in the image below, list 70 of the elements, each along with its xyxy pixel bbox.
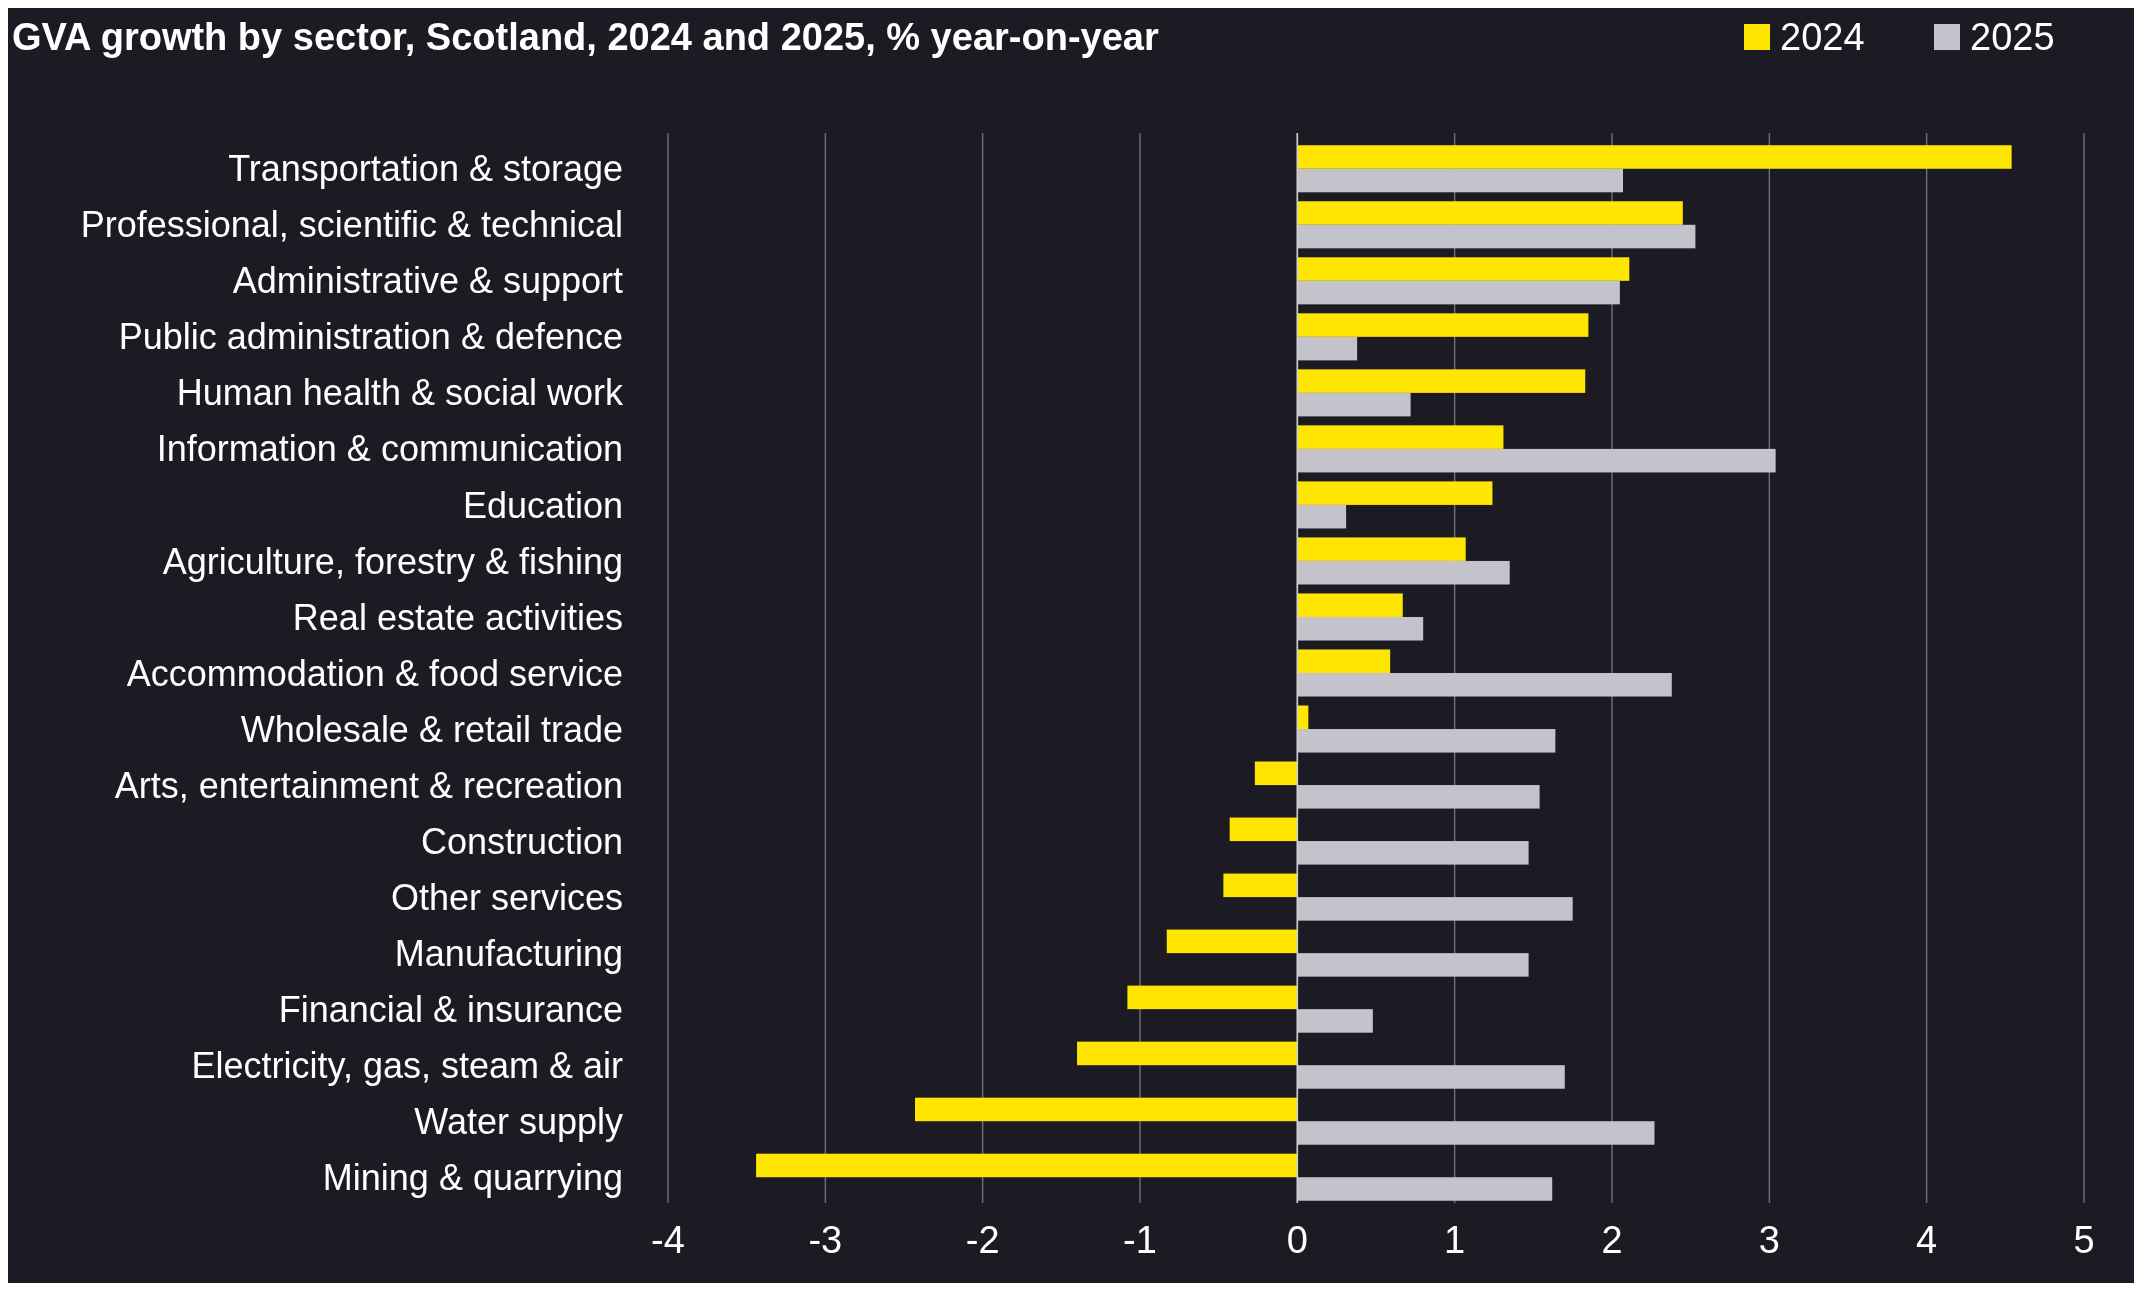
legend-label: 2025 — [1970, 16, 2055, 58]
bar — [1297, 1121, 1655, 1145]
x-tick-label: 3 — [1758, 1219, 1780, 1261]
bar — [1297, 953, 1529, 977]
bar — [1297, 649, 1391, 673]
bar — [1166, 929, 1298, 954]
x-tick-label: -1 — [1123, 1219, 1157, 1261]
y-tick-label: Public administration & defence — [118, 316, 623, 358]
x-tick-label: 1 — [1444, 1219, 1466, 1261]
y-tick-label: Electricity, gas, steam & air — [191, 1044, 623, 1086]
bar — [1297, 1177, 1553, 1201]
legend-label: 2024 — [1780, 16, 1865, 58]
y-tick-label: Administrative & support — [232, 260, 623, 302]
y-tick-label: Real estate activities — [292, 596, 623, 638]
bar — [1297, 392, 1411, 417]
x-tick-label: 0 — [1286, 1219, 1308, 1261]
bar — [1297, 673, 1672, 697]
bar — [1297, 257, 1630, 281]
x-tick-label: -4 — [651, 1219, 685, 1261]
bar — [1254, 761, 1298, 786]
x-tick-label: 2 — [1601, 1219, 1623, 1261]
bar — [1297, 201, 1683, 225]
y-tick-label: Wholesale & retail trade — [240, 708, 623, 750]
y-tick-label: Agriculture, forestry & fishing — [162, 540, 623, 582]
y-tick-label: Manufacturing — [394, 932, 623, 974]
x-tick-label: 5 — [2073, 1219, 2095, 1261]
bar — [1297, 785, 1540, 809]
y-tick-label: Mining & quarrying — [322, 1156, 623, 1198]
bar — [1297, 1065, 1565, 1089]
bar — [1297, 560, 1510, 585]
bar — [1297, 145, 2012, 169]
bar — [1127, 985, 1298, 1010]
bar — [1297, 593, 1403, 617]
y-tick-label: Education — [462, 484, 623, 526]
bar — [1297, 841, 1529, 865]
chart-title: GVA growth by sector, Scotland, 2024 and 2025, % year-on-year — [12, 16, 1159, 58]
y-tick-label: Water supply — [414, 1100, 623, 1142]
bar — [1297, 280, 1620, 305]
bar — [1297, 537, 1466, 561]
bar — [756, 1153, 1298, 1178]
bar — [915, 1097, 1298, 1122]
bar — [1223, 873, 1298, 898]
bar — [1297, 897, 1573, 921]
bar — [1297, 481, 1493, 505]
bar — [1297, 448, 1776, 473]
bar — [1077, 1041, 1298, 1066]
y-tick-label: Human health & social work — [176, 372, 624, 414]
y-tick-label: Construction — [420, 820, 623, 862]
bar — [1297, 705, 1309, 730]
x-tick-label: 4 — [1916, 1219, 1938, 1261]
bar — [1297, 729, 1556, 753]
bar — [1297, 336, 1358, 361]
y-tick-label: Transportation & storage — [228, 148, 623, 190]
bar — [1297, 313, 1589, 337]
bar — [1297, 1009, 1373, 1033]
x-tick-label: -2 — [965, 1219, 1000, 1261]
bar — [1297, 168, 1624, 193]
bar — [1229, 817, 1298, 842]
bar — [1297, 224, 1696, 249]
y-tick-label: Other services — [390, 876, 623, 918]
y-tick-label: Professional, scientific & technical — [80, 204, 623, 246]
bar — [1297, 616, 1424, 641]
x-tick-label: -3 — [808, 1219, 843, 1261]
bar — [1297, 504, 1347, 529]
y-tick-label: Arts, entertainment & recreation — [114, 764, 623, 806]
bar — [1297, 369, 1586, 393]
bar — [1297, 425, 1504, 449]
y-tick-label: Information & communication — [156, 428, 623, 470]
y-tick-label: Financial & insurance — [278, 988, 623, 1030]
y-tick-label: Accommodation & food service — [126, 652, 623, 694]
